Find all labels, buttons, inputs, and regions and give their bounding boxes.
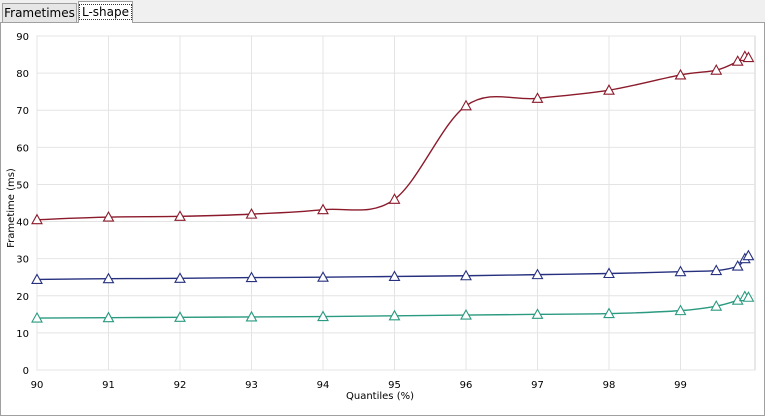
y-tick-label: 60 — [16, 143, 29, 154]
data-point-marker — [317, 310, 329, 322]
series-group — [31, 50, 755, 323]
data-point-marker — [388, 193, 401, 204]
data-point-marker — [174, 210, 186, 221]
data-point-marker — [460, 99, 472, 111]
y-tick-label: 50 — [16, 180, 29, 191]
x-tick-label: 91 — [102, 380, 115, 391]
data-point-marker — [603, 84, 615, 95]
data-point-marker — [710, 64, 723, 75]
x-tick-label: 96 — [460, 380, 473, 391]
x-tick-label: 98 — [603, 380, 616, 391]
data-point-marker — [174, 272, 186, 283]
data-point-marker — [102, 311, 115, 323]
y-tick-label: 70 — [16, 106, 29, 117]
data-point-marker — [102, 210, 115, 222]
data-point-marker — [674, 304, 687, 316]
data-point-marker — [460, 308, 472, 320]
data-point-marker — [731, 259, 744, 271]
y-tick-label: 30 — [16, 255, 29, 266]
x-axis-label: Quantiles (%) — [346, 391, 414, 402]
axes: 0 10 20 30 40 50 60 70 80 90 90 91 92 93 94 95 96 97 98 99 — [16, 32, 687, 391]
data-point-marker — [674, 68, 687, 80]
data-point-marker — [742, 51, 755, 63]
data-point-marker — [531, 268, 544, 280]
y-axis-label: Frametime (ms) — [6, 168, 17, 248]
data-point-marker — [388, 270, 401, 282]
data-point-marker — [245, 310, 258, 322]
y-tick-label: 10 — [16, 329, 29, 340]
x-tick-label: 92 — [174, 380, 187, 391]
data-point-marker — [674, 265, 687, 277]
tab-frametimes[interactable]: Frametimes — [2, 3, 77, 22]
x-tick-label: 94 — [317, 380, 330, 391]
data-point-marker — [174, 311, 186, 322]
data-point-marker — [531, 92, 544, 103]
data-point-marker — [102, 272, 115, 284]
data-point-marker — [742, 291, 755, 302]
data-point-marker — [710, 300, 723, 311]
data-point-marker — [31, 273, 43, 284]
data-point-marker — [31, 213, 43, 225]
y-tick-label: 90 — [16, 32, 29, 43]
data-point-marker — [317, 203, 329, 215]
tab-strip: Frametimes L-shape — [0, 0, 765, 24]
y-tick-label: 80 — [16, 69, 29, 80]
tab-l-shape[interactable]: L-shape — [78, 1, 133, 23]
data-point-marker — [531, 308, 544, 319]
x-tick-label: 90 — [31, 380, 44, 391]
y-tick-label: 20 — [16, 292, 29, 303]
data-point-marker — [245, 271, 258, 283]
x-tick-label: 97 — [531, 380, 544, 391]
data-point-marker — [245, 208, 258, 219]
x-tick-label: 95 — [388, 380, 401, 391]
data-point-marker — [388, 309, 401, 321]
data-point-marker — [460, 269, 472, 281]
data-point-marker — [31, 311, 43, 323]
y-tick-label: 40 — [16, 218, 29, 229]
y-tick-label: 0 — [23, 366, 29, 377]
tab-l-shape-label: L-shape — [79, 4, 133, 20]
data-point-marker — [710, 264, 723, 276]
x-tick-label: 93 — [245, 380, 258, 391]
data-point-marker — [742, 249, 755, 261]
series-line-1 — [36, 55, 749, 221]
x-tick-label: 99 — [674, 380, 687, 391]
data-point-marker — [603, 267, 615, 279]
data-point-marker — [317, 271, 329, 282]
data-point-marker — [603, 307, 615, 319]
